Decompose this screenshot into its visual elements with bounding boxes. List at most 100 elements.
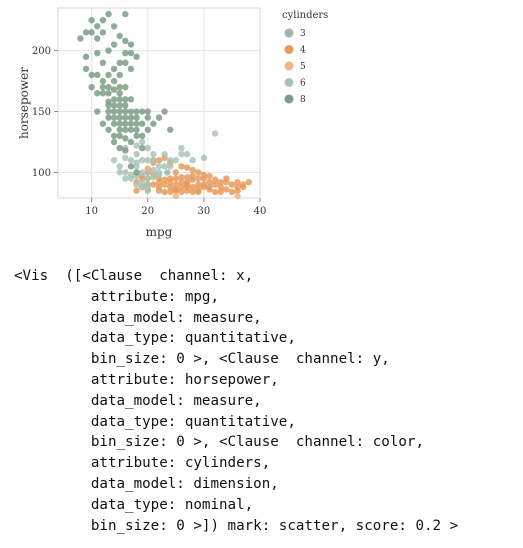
- data-point-cyl-6: [122, 175, 129, 182]
- data-point-cyl-5: [172, 192, 180, 200]
- data-point-cyl-8: [110, 96, 118, 103]
- data-point-cyl-8: [99, 59, 107, 67]
- data-point-cyl-8: [122, 135, 129, 142]
- data-point-cyl-4: [239, 181, 247, 188]
- data-point-cyl-6: [144, 181, 151, 188]
- data-point-cyl-8: [116, 132, 123, 140]
- data-point-cyl-8: [82, 65, 90, 73]
- data-point-cyl-6: [161, 163, 168, 170]
- data-point-cyl-8: [105, 108, 112, 115]
- data-point-cyl-8: [110, 86, 118, 93]
- data-point-cyl-8: [77, 35, 84, 42]
- data-point-cyl-8: [105, 126, 112, 133]
- data-point-cyl-8: [99, 120, 107, 127]
- data-point-cyl-6: [144, 175, 151, 182]
- data-point-cyl-6: [127, 171, 135, 179]
- data-point-cyl-8: [99, 83, 107, 91]
- data-point-cyl-4: [183, 174, 191, 181]
- data-point-cyl-8: [94, 49, 101, 57]
- data-point-cyl-6: [133, 159, 140, 166]
- data-point-cyl-8: [110, 114, 118, 121]
- data-point-cyl-8: [110, 108, 118, 115]
- plot-frame: [57, 7, 261, 199]
- data-point-cyl-6: [138, 183, 146, 191]
- data-point-cyl-4: [223, 175, 230, 182]
- data-point-cyl-8: [116, 108, 123, 115]
- legend-symbol: [284, 94, 294, 104]
- data-point-cyl-6: [110, 157, 118, 164]
- vis-text-line: data_model: measure,: [14, 309, 262, 326]
- vis-text-line: attribute: horsepower,: [14, 371, 279, 388]
- data-point-cyl-6: [189, 157, 196, 164]
- legend-label: 8: [300, 95, 306, 105]
- data-point-cyl-8: [110, 138, 118, 146]
- data-point-cyl-6: [122, 169, 129, 176]
- data-point-cyl-4: [189, 166, 196, 174]
- data-point-cyl-6: [150, 174, 157, 181]
- data-point-cyl-6: [155, 171, 163, 179]
- y-tick-label: 100: [32, 168, 51, 179]
- data-point-cyl-8: [105, 47, 112, 54]
- scatter-chart: 10 20 30 40 100 150 200 mpg horsepower cylind…: [17, 7, 328, 239]
- data-point-cyl-8: [122, 102, 129, 109]
- vis-text-line: bin_size: 0 >]) mark: scatter, score: 0.…: [14, 517, 459, 534]
- data-point-cyl-4: [189, 183, 196, 191]
- vis-text-line: data_type: quantitative,: [14, 413, 296, 430]
- data-point-cyl-8: [138, 108, 146, 115]
- data-point-cyl-8: [99, 77, 107, 85]
- data-point-cyl-8: [88, 29, 95, 36]
- data-point-cyl-4: [183, 178, 191, 186]
- data-point-cyl-8: [105, 10, 112, 18]
- data-point-cyl-8: [116, 32, 123, 40]
- data-point-cyl-6: [183, 150, 191, 158]
- data-point-cyl-6: [150, 157, 157, 164]
- data-point-cyl-8: [127, 120, 135, 127]
- data-point-cyl-8: [88, 71, 95, 79]
- data-point-cyl-8: [167, 126, 174, 133]
- data-point-cyl-8: [105, 71, 112, 79]
- vis-description: <Vis ([<Clause channel: x, attribute: mp…: [14, 266, 458, 536]
- data-point-cyl-8: [122, 83, 129, 91]
- data-point-cyl-8: [127, 114, 135, 121]
- data-point-cyl-8: [133, 126, 140, 133]
- legend-symbol: [284, 28, 294, 38]
- data-point-cyl-6: [138, 138, 146, 146]
- data-point-cyl-4: [195, 188, 202, 196]
- data-point-cyl-6: [138, 178, 146, 186]
- data-point-cyl-4: [217, 178, 224, 186]
- data-point-cyl-8: [127, 138, 135, 146]
- data-point-cyl-8: [150, 120, 157, 127]
- data-point-cyl-8: [105, 90, 112, 97]
- data-point-cyl-4: [172, 175, 180, 182]
- legend-title: cylinders: [282, 10, 328, 21]
- data-point-cyl-4: [183, 164, 191, 171]
- data-point-cyl-4: [228, 181, 236, 188]
- data-point-cyl-8: [133, 108, 140, 115]
- data-point-cyl-5: [234, 192, 241, 200]
- data-point-cyl-6: [133, 142, 140, 149]
- data-point-cyl-6: [144, 157, 151, 164]
- vis-text-line: data_model: dimension,: [14, 475, 279, 492]
- legend-symbol: [284, 78, 294, 87]
- data-point-cyl-8: [122, 114, 129, 121]
- data-point-cyl-4: [172, 181, 180, 188]
- data-point-cyl-4: [211, 176, 219, 183]
- data-point-cyl-4: [206, 178, 213, 186]
- data-point-cyl-8: [122, 147, 129, 154]
- data-point-cyl-6: [116, 163, 123, 170]
- data-point-cyl-4: [161, 188, 168, 196]
- vis-text-line: bin_size: 0 >, <Clause channel: y,: [14, 351, 390, 368]
- data-point-cyl-8: [94, 90, 101, 97]
- data-point-cyl-8: [127, 41, 135, 48]
- data-point-cyl-4: [150, 181, 157, 188]
- data-point-cyl-4: [217, 188, 224, 196]
- data-point-cyl-8: [105, 83, 112, 91]
- data-point-cyl-8: [161, 108, 168, 115]
- x-tick-label: 30: [198, 206, 211, 217]
- vis-text-line: attribute: cylinders,: [14, 455, 271, 472]
- data-point-cyl-8: [127, 65, 135, 73]
- data-point-cyl-8: [116, 90, 123, 97]
- data-point-cyl-8: [133, 53, 140, 60]
- data-point-cyl-8: [82, 29, 90, 36]
- legend-label: 5: [300, 62, 306, 72]
